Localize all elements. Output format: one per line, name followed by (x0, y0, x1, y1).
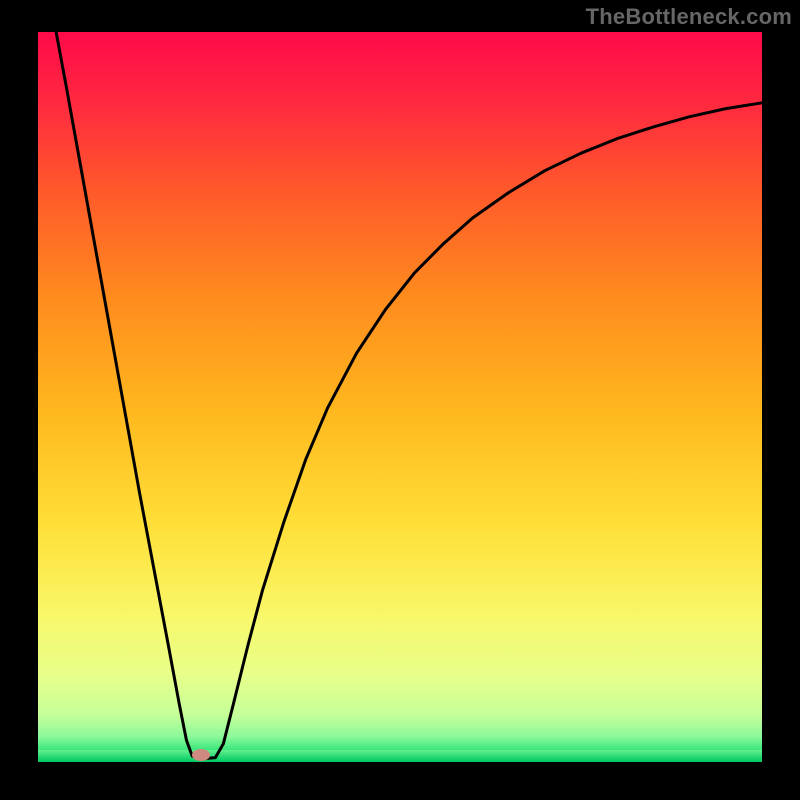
attribution-label: TheBottleneck.com (586, 4, 792, 30)
chart-frame: TheBottleneck.com (0, 0, 800, 800)
current-point-marker (192, 749, 210, 761)
plot-area (38, 32, 762, 762)
curve-path (56, 32, 762, 759)
bottleneck-curve (38, 32, 762, 762)
